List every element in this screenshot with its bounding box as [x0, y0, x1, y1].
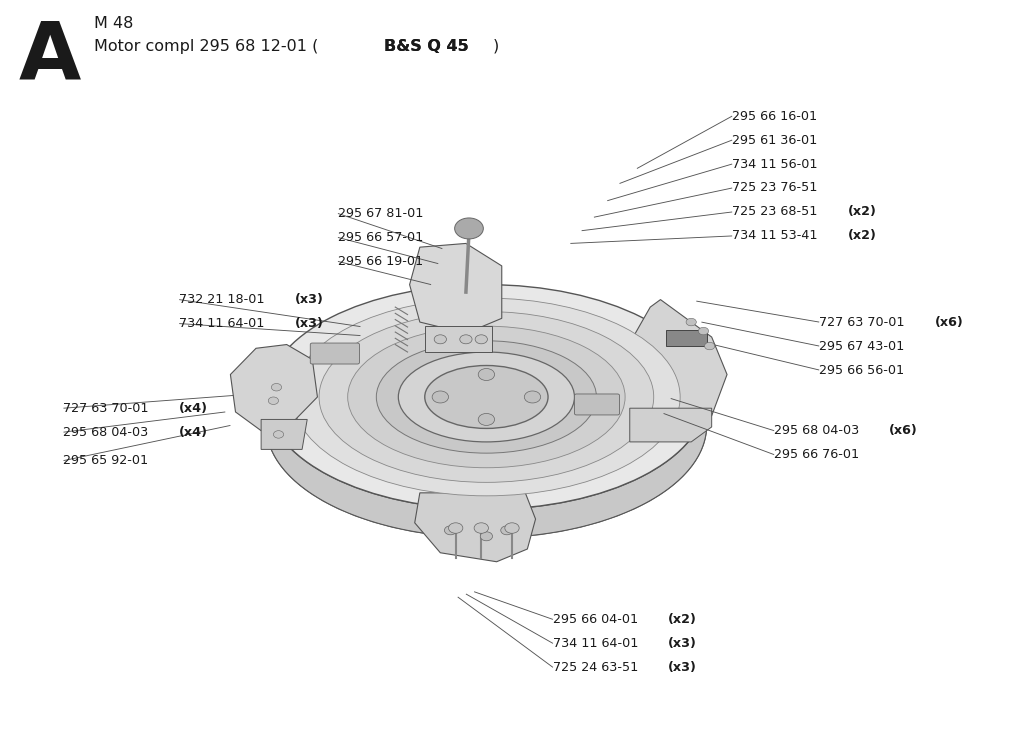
Circle shape — [478, 413, 495, 425]
Circle shape — [432, 391, 449, 403]
Circle shape — [271, 383, 282, 391]
Text: 725 23 76-51: 725 23 76-51 — [732, 181, 817, 195]
Text: 295 68 04-03: 295 68 04-03 — [63, 425, 153, 439]
Text: 734 11 64-01: 734 11 64-01 — [179, 317, 268, 330]
Text: (x3): (x3) — [295, 317, 324, 330]
Ellipse shape — [398, 352, 574, 442]
Polygon shape — [261, 419, 307, 449]
Circle shape — [524, 391, 541, 403]
Text: 727 63 70-01: 727 63 70-01 — [63, 401, 153, 415]
Circle shape — [434, 335, 446, 344]
Circle shape — [444, 526, 457, 535]
Circle shape — [698, 327, 709, 335]
Text: 734 11 56-01: 734 11 56-01 — [732, 157, 817, 171]
Text: 295 66 19-01: 295 66 19-01 — [338, 255, 423, 268]
Text: B&S Q 45: B&S Q 45 — [384, 39, 468, 54]
Text: 295 67 43-01: 295 67 43-01 — [819, 339, 904, 353]
Text: 295 61 36-01: 295 61 36-01 — [732, 133, 817, 147]
Text: 734 11 64-01: 734 11 64-01 — [553, 637, 642, 650]
Circle shape — [455, 218, 483, 239]
Text: Motor compl 295 68 12-01 (: Motor compl 295 68 12-01 ( — [94, 39, 318, 54]
Ellipse shape — [348, 327, 625, 467]
Text: (x2): (x2) — [668, 613, 697, 626]
Text: 732 21 18-01: 732 21 18-01 — [179, 293, 268, 306]
FancyBboxPatch shape — [574, 394, 620, 415]
Text: (x3): (x3) — [669, 637, 697, 650]
Text: (x2): (x2) — [848, 205, 877, 219]
Text: (x2): (x2) — [848, 229, 877, 243]
Ellipse shape — [266, 285, 707, 509]
Text: B&S Q 45: B&S Q 45 — [384, 39, 468, 54]
Text: 725 23 68-51: 725 23 68-51 — [732, 205, 821, 219]
FancyBboxPatch shape — [310, 343, 359, 364]
Circle shape — [268, 397, 279, 404]
Ellipse shape — [319, 312, 653, 482]
Ellipse shape — [377, 341, 596, 453]
Text: 295 66 04-01: 295 66 04-01 — [553, 613, 642, 626]
Text: A: A — [18, 19, 81, 97]
Polygon shape — [630, 408, 712, 442]
Text: (x3): (x3) — [295, 293, 324, 306]
Text: (x6): (x6) — [889, 424, 919, 437]
FancyBboxPatch shape — [666, 330, 707, 346]
Circle shape — [686, 318, 696, 326]
Ellipse shape — [425, 366, 548, 428]
Polygon shape — [230, 345, 317, 431]
Circle shape — [505, 523, 519, 533]
Text: (x4): (x4) — [179, 401, 208, 415]
Text: 295 67 81-01: 295 67 81-01 — [338, 207, 423, 220]
Polygon shape — [425, 326, 492, 352]
Text: 727 63 70-01: 727 63 70-01 — [819, 315, 908, 329]
Text: 295 68 04-03: 295 68 04-03 — [774, 424, 863, 437]
Text: 725 24 63-51: 725 24 63-51 — [553, 661, 642, 674]
Circle shape — [501, 526, 513, 535]
Circle shape — [705, 342, 715, 350]
Polygon shape — [410, 243, 502, 333]
Circle shape — [480, 532, 493, 541]
Text: ): ) — [494, 39, 500, 54]
Text: (x3): (x3) — [668, 661, 697, 674]
Polygon shape — [625, 300, 727, 431]
Text: (x4): (x4) — [178, 425, 208, 439]
Ellipse shape — [266, 313, 707, 538]
Text: 295 66 57-01: 295 66 57-01 — [338, 231, 423, 244]
Circle shape — [449, 523, 463, 533]
Circle shape — [273, 431, 284, 438]
Ellipse shape — [293, 298, 680, 496]
Text: 295 66 76-01: 295 66 76-01 — [774, 448, 859, 461]
Polygon shape — [266, 397, 707, 538]
Text: 734 11 53-41: 734 11 53-41 — [732, 229, 821, 243]
Circle shape — [460, 335, 472, 344]
Text: (x6): (x6) — [935, 315, 964, 329]
Circle shape — [475, 335, 487, 344]
Text: M 48: M 48 — [94, 16, 133, 31]
Circle shape — [478, 369, 495, 380]
Text: 295 65 92-01: 295 65 92-01 — [63, 454, 148, 467]
Circle shape — [474, 523, 488, 533]
Polygon shape — [415, 493, 536, 562]
Text: 295 66 16-01: 295 66 16-01 — [732, 109, 817, 123]
Text: 295 66 56-01: 295 66 56-01 — [819, 363, 904, 377]
